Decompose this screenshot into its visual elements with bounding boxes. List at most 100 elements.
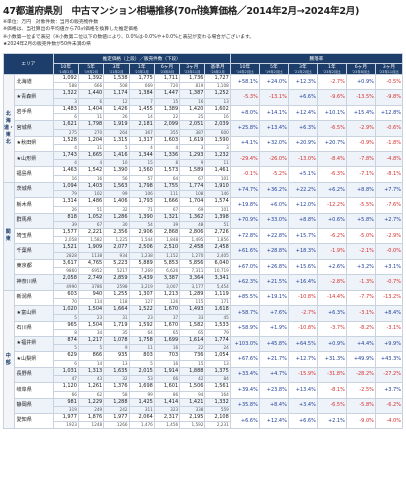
price-cell: 2,859 xyxy=(103,274,130,284)
count-cell: 1248 xyxy=(77,421,105,430)
rate-cell: +2.7% xyxy=(374,212,404,230)
rate-cell: -29.4% xyxy=(229,151,260,168)
price-cell: 866 xyxy=(77,351,105,361)
price-cell: 1,743 xyxy=(52,151,79,161)
price-cell: 1,603 xyxy=(153,135,181,146)
rate-cell: +39.4% xyxy=(229,382,260,399)
price-cell: 736 xyxy=(179,351,206,361)
price-cell: 1,504 xyxy=(77,320,105,330)
rate-cell: +0.9% xyxy=(345,73,376,91)
rate-cell: +12.8% xyxy=(374,104,404,122)
col-header-label: 6ヶ月 xyxy=(354,64,368,70)
count-cell: 1,225 xyxy=(103,236,130,245)
price-cell: 1,020 xyxy=(52,305,79,315)
price-cell: 818 xyxy=(52,212,79,223)
table-body: 北海道・東北 北海道 1,092 1,392 1,538 1,775 1,711 1,736 1… xyxy=(3,73,404,430)
count-cell: 64 xyxy=(128,328,155,337)
rate-cell: -2.7% xyxy=(316,73,347,91)
rate-cell: -27.2% xyxy=(374,366,404,384)
price-cell: 3,617 xyxy=(52,258,79,269)
rate-cell: +64.5% xyxy=(287,335,318,353)
table-row: 長野県 1,031 1,313 1,635 2,015 1,914 1,888 1,375 +3… xyxy=(4,366,404,384)
rate-cell: +67.6% xyxy=(229,351,260,368)
rate-cell: +28.8% xyxy=(258,243,289,260)
price-cell: 1,914 xyxy=(153,366,181,377)
price-cell: 1,561 xyxy=(204,382,231,392)
rate-cell: +25.8% xyxy=(229,120,260,137)
rate-cell: +3.2% xyxy=(345,258,376,276)
rate-cell: +6.6% xyxy=(287,89,318,106)
price-cell: 1,563 xyxy=(103,181,130,192)
count-cell: 1,544 xyxy=(128,236,155,245)
rate-cell: +12.4% xyxy=(287,104,318,122)
price-cell: 1,670 xyxy=(153,305,181,315)
rate-cell: -26.0% xyxy=(258,151,289,168)
price-col-header: 3年 '21年2月 xyxy=(103,63,130,75)
price-cell: 1,910 xyxy=(204,181,231,192)
price-cell: 1,317 xyxy=(128,135,155,146)
price-cell: 1,229 xyxy=(77,397,105,407)
rate-cell: +8.4% xyxy=(258,397,289,414)
count-cell: 1,270 xyxy=(179,251,206,260)
price-cell: 965 xyxy=(52,320,79,330)
col-header-sub: '23年2月 xyxy=(134,69,149,74)
rate-cell: +12.7% xyxy=(287,351,318,368)
count-cell: 66 xyxy=(52,390,79,399)
price-cell: 5,223 xyxy=(103,258,130,269)
price-cell: 1,704 xyxy=(179,197,206,207)
count-cell: 65 xyxy=(153,328,181,337)
count-cell: 16 xyxy=(204,113,231,122)
rate-cell: -2.5% xyxy=(345,382,376,399)
count-cell: 118 xyxy=(103,298,130,307)
rate-cell: +7.6% xyxy=(258,305,289,322)
rate-cell: +12.3% xyxy=(287,73,318,91)
rate-cell: +16.4% xyxy=(287,274,318,291)
count-cell: 7 xyxy=(128,97,155,106)
price-cell: 2,195 xyxy=(179,412,206,423)
count-cell: 94 xyxy=(179,390,206,399)
col-header-sub: '21年2月 xyxy=(109,69,124,74)
price-cell: 2,058 xyxy=(52,274,79,284)
count-cell: 54 xyxy=(128,221,155,230)
count-cell: 24 xyxy=(204,344,231,353)
col-header-label: 3年 xyxy=(299,64,307,70)
count-cell: 32 xyxy=(103,205,130,214)
rate-cell: -4.8% xyxy=(374,151,404,168)
price-cell: 1,670 xyxy=(153,320,181,330)
price-cell: 2,039 xyxy=(204,120,231,130)
count-cell: 1,592 xyxy=(179,421,206,430)
prefecture-name: ★山形県 xyxy=(13,151,54,168)
price-cell: 1,506 xyxy=(179,382,206,392)
rate-cell: +5.1% xyxy=(287,166,318,183)
rate-col-header: 10年 '14年2月比 xyxy=(229,63,260,75)
price-cell: 1,092 xyxy=(52,73,79,84)
region-label: 関東 xyxy=(3,181,15,291)
price-cell: 2,317 xyxy=(153,412,181,423)
rate-cell: +33.0% xyxy=(258,212,289,230)
count-cell: 34 xyxy=(77,328,105,337)
price-cell: 2,458 xyxy=(204,243,231,253)
count-cell: 16 xyxy=(52,174,79,183)
price-cell: 1,798 xyxy=(77,120,105,130)
price-cell: 2,077 xyxy=(103,243,130,253)
price-cell: 1,398 xyxy=(204,212,231,223)
rate-col-header: 6ヶ月 '23年8月比 xyxy=(345,63,376,75)
prefecture-name: ★秋田県 xyxy=(13,135,54,153)
rate-cell: -13.5% xyxy=(345,89,376,106)
count-cell: 16 xyxy=(77,174,105,183)
price-cell: 1,078 xyxy=(103,335,130,346)
price-cell: 1,389 xyxy=(153,104,181,115)
count-cell: 67 xyxy=(153,205,181,214)
price-cell: 3,364 xyxy=(179,274,206,284)
table-row-counts: 5 23 31 23 37 33 45 xyxy=(4,313,403,322)
price-cell: 2,064 xyxy=(128,412,155,423)
price-cell: 1,336 xyxy=(153,151,181,161)
count-cell: 10,719 xyxy=(204,267,231,276)
count-cell: 275 xyxy=(52,128,79,137)
count-cell: 1138 xyxy=(77,251,105,260)
price-cell: 5,856 xyxy=(179,258,206,269)
rate-cell: -5.8% xyxy=(345,397,376,414)
table-row-counts: 9860 6952 5217 7,269 6,626 7,311 10,719 xyxy=(4,267,403,276)
rate-cell: -5.0% xyxy=(345,228,376,245)
col-header-sub: '19年2月比 xyxy=(265,69,283,74)
